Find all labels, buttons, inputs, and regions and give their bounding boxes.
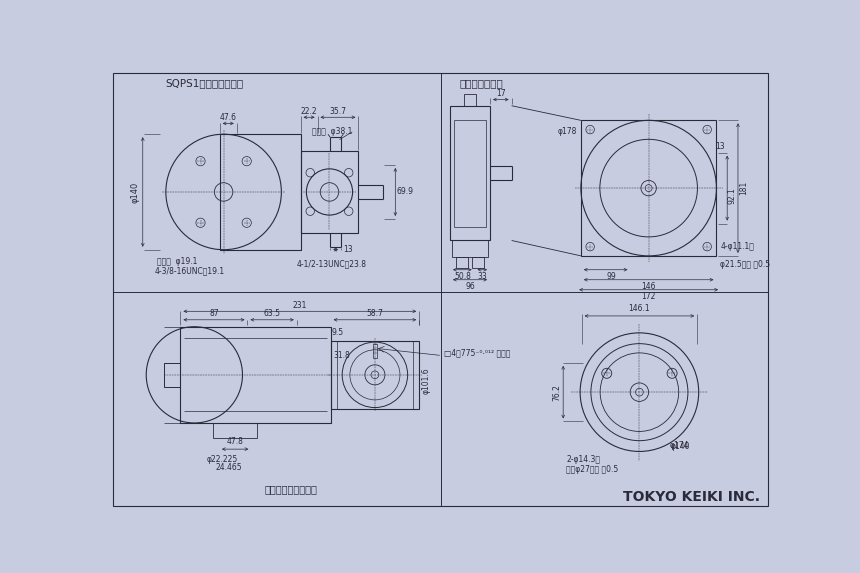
Text: 76.2: 76.2 <box>553 384 562 401</box>
Text: 69.9: 69.9 <box>396 187 414 197</box>
Text: 87: 87 <box>209 309 218 318</box>
Bar <box>454 120 486 226</box>
Text: 58.7: 58.7 <box>366 309 384 318</box>
Text: 31.8: 31.8 <box>333 351 350 360</box>
Text: 17: 17 <box>496 89 506 98</box>
Text: 231: 231 <box>292 301 307 310</box>
Bar <box>580 120 716 256</box>
Bar <box>471 257 484 268</box>
Text: 92.1: 92.1 <box>728 187 737 204</box>
Bar <box>452 241 488 257</box>
Text: 24.465: 24.465 <box>216 463 243 472</box>
Text: 47.8: 47.8 <box>227 437 243 446</box>
Text: φ22.225: φ22.225 <box>206 456 238 464</box>
Bar <box>450 106 490 241</box>
Text: 4-1/2-13UNC深23.8: 4-1/2-13UNC深23.8 <box>297 260 366 269</box>
Text: 排油口  φ19.1: 排油口 φ19.1 <box>157 257 198 266</box>
Bar <box>220 134 301 250</box>
Bar <box>373 344 377 358</box>
Bar <box>181 327 330 423</box>
Text: 33: 33 <box>477 272 488 281</box>
Text: 2-φ14.3孔: 2-φ14.3孔 <box>566 456 600 464</box>
Text: 4-φ11.1孔: 4-φ11.1孔 <box>721 242 754 251</box>
Bar <box>330 340 419 409</box>
Text: 22.2: 22.2 <box>301 107 317 116</box>
Text: 96: 96 <box>465 282 475 291</box>
Text: 35.7: 35.7 <box>329 107 347 116</box>
Text: 172: 172 <box>642 292 656 301</box>
Text: φ101.6: φ101.6 <box>421 368 431 394</box>
Text: 99: 99 <box>607 272 617 281</box>
Text: SQPS1（法兰安装型）: SQPS1（法兰安装型） <box>165 78 243 88</box>
Text: φ140: φ140 <box>131 181 139 203</box>
Text: 9.5: 9.5 <box>331 328 343 337</box>
Bar <box>212 423 257 438</box>
Text: 181: 181 <box>740 181 748 195</box>
Bar <box>464 94 476 106</box>
Bar <box>163 363 181 387</box>
Text: 13: 13 <box>716 142 725 151</box>
Text: 50.8: 50.8 <box>454 272 470 281</box>
Text: φ174: φ174 <box>669 441 689 450</box>
Bar <box>456 257 469 268</box>
Text: 4-3/8-16UNC深19.1: 4-3/8-16UNC深19.1 <box>154 266 224 276</box>
Text: φ21.5沉孔 深0.5: φ21.5沉孔 深0.5 <box>721 260 771 269</box>
Text: 背面φ27沉孔 深0.5: 背面φ27沉孔 深0.5 <box>566 465 618 473</box>
Text: 146.1: 146.1 <box>629 304 650 313</box>
Text: φ178: φ178 <box>557 127 577 135</box>
Text: 47.6: 47.6 <box>219 113 237 122</box>
Text: 吸油口  φ38.1: 吸油口 φ38.1 <box>312 127 353 136</box>
Text: 146: 146 <box>642 282 656 291</box>
Text: 63.5: 63.5 <box>264 309 280 318</box>
Text: 13: 13 <box>343 245 353 254</box>
Text: □4．775⁻⁰⋅⁰¹² 平行键: □4．775⁻⁰⋅⁰¹² 平行键 <box>444 349 510 358</box>
Text: 注）图示为１型轴。: 注）图示为１型轴。 <box>264 485 317 494</box>
Text: TOKYO KEIKI INC.: TOKYO KEIKI INC. <box>624 490 760 504</box>
Text: φ140: φ140 <box>671 442 691 451</box>
Bar <box>301 151 359 233</box>
Text: （脚架安装型）: （脚架安装型） <box>460 78 504 88</box>
